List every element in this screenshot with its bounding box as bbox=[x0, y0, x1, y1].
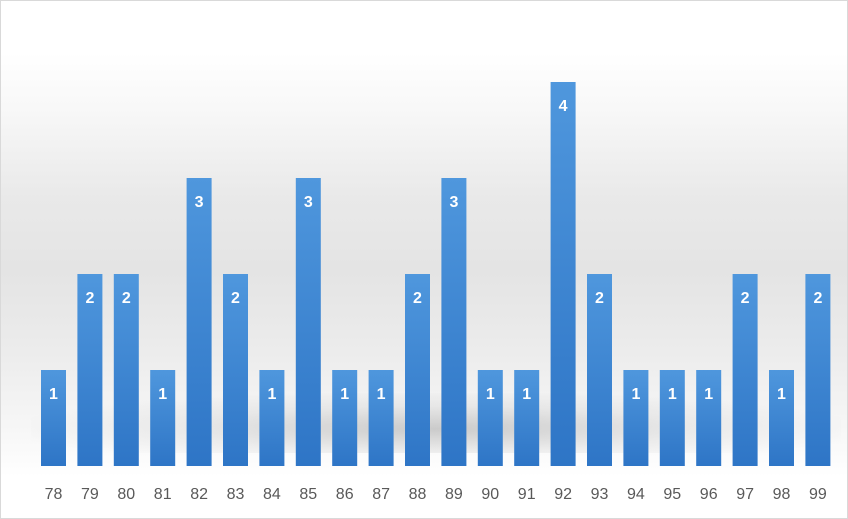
bar-87 bbox=[368, 370, 394, 466]
bar-79 bbox=[77, 274, 103, 466]
x-tick-label-87: 87 bbox=[372, 486, 390, 503]
x-tick-label-94: 94 bbox=[627, 486, 645, 503]
x-tick-label-99: 99 bbox=[809, 486, 827, 503]
value-label-98: 1 bbox=[777, 386, 786, 403]
value-label-78: 1 bbox=[49, 386, 58, 403]
value-label-80: 2 bbox=[122, 290, 131, 307]
value-label-92: 4 bbox=[559, 98, 568, 115]
bar-89 bbox=[441, 178, 467, 466]
x-tick-label-85: 85 bbox=[299, 486, 317, 503]
bar-90 bbox=[477, 370, 503, 466]
bar-86 bbox=[332, 370, 358, 466]
x-axis-ticks: 78 79 80 81 82 83 84 85 86 87 88 89 90 91 92 93 94 95 96 97… bbox=[45, 486, 827, 503]
bars-group bbox=[41, 82, 831, 466]
value-label-97: 2 bbox=[741, 290, 750, 307]
value-labels-group: 1 2 2 1 3 2 1 3 1 1 2 3 1 1 4 2 1 1 1 2 1 2 bbox=[49, 98, 822, 403]
bar-97 bbox=[732, 274, 758, 466]
value-label-93: 2 bbox=[595, 290, 604, 307]
bar-93 bbox=[587, 274, 612, 466]
x-tick-label-86: 86 bbox=[336, 486, 354, 503]
value-label-82: 3 bbox=[195, 194, 204, 211]
x-tick-label-78: 78 bbox=[45, 486, 63, 503]
bar-92 bbox=[550, 82, 576, 466]
x-tick-label-91: 91 bbox=[518, 486, 536, 503]
x-tick-label-98: 98 bbox=[773, 486, 791, 503]
value-label-81: 1 bbox=[158, 386, 167, 403]
value-label-84: 1 bbox=[267, 386, 276, 403]
bar-99 bbox=[805, 274, 831, 466]
value-label-99: 2 bbox=[813, 290, 822, 307]
x-tick-label-81: 81 bbox=[154, 486, 172, 503]
x-tick-label-93: 93 bbox=[591, 486, 609, 503]
x-tick-label-79: 79 bbox=[81, 486, 99, 503]
value-label-88: 2 bbox=[413, 290, 422, 307]
x-tick-label-89: 89 bbox=[445, 486, 463, 503]
value-label-85: 3 bbox=[304, 194, 313, 211]
bar-81 bbox=[150, 370, 176, 466]
bar-98 bbox=[769, 370, 794, 466]
x-tick-label-90: 90 bbox=[481, 486, 499, 503]
bar-96 bbox=[696, 370, 722, 466]
value-label-79: 2 bbox=[85, 290, 94, 307]
bar-80 bbox=[113, 274, 139, 466]
value-label-96: 1 bbox=[704, 386, 713, 403]
bar-91 bbox=[514, 370, 540, 466]
value-label-91: 1 bbox=[522, 386, 531, 403]
value-label-90: 1 bbox=[486, 386, 495, 403]
bar-83 bbox=[223, 274, 248, 466]
bar-82 bbox=[186, 178, 212, 466]
x-tick-label-96: 96 bbox=[700, 486, 718, 503]
x-tick-label-97: 97 bbox=[736, 486, 754, 503]
value-label-87: 1 bbox=[377, 386, 386, 403]
value-label-95: 1 bbox=[668, 386, 677, 403]
bar-95 bbox=[659, 370, 685, 466]
x-tick-label-80: 80 bbox=[117, 486, 135, 503]
value-label-86: 1 bbox=[340, 386, 349, 403]
x-tick-label-84: 84 bbox=[263, 486, 281, 503]
x-tick-label-82: 82 bbox=[190, 486, 208, 503]
x-tick-label-92: 92 bbox=[554, 486, 572, 503]
bar-88 bbox=[405, 274, 430, 466]
bar-84 bbox=[259, 370, 285, 466]
value-label-89: 3 bbox=[449, 194, 458, 211]
value-label-94: 1 bbox=[631, 386, 640, 403]
bar-94 bbox=[623, 370, 649, 466]
x-tick-label-95: 95 bbox=[663, 486, 681, 503]
bar-78 bbox=[41, 370, 66, 466]
bar-85 bbox=[295, 178, 321, 466]
value-label-83: 2 bbox=[231, 290, 240, 307]
x-tick-label-88: 88 bbox=[409, 486, 427, 503]
x-tick-label-83: 83 bbox=[227, 486, 245, 503]
